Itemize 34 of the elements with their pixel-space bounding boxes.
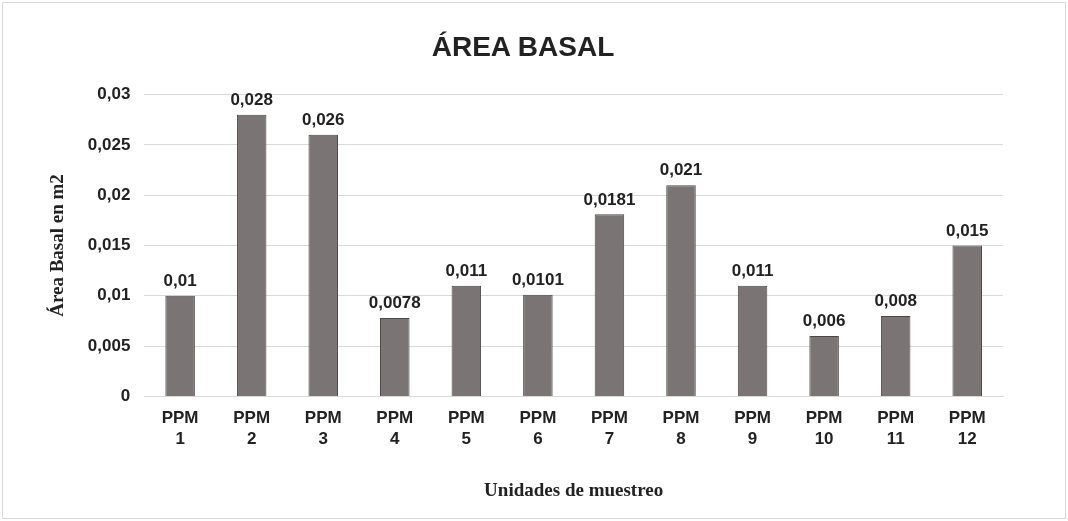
x-tick-label: PPM 5 [447, 408, 485, 448]
x-tick-label: PPM 7 [591, 408, 628, 448]
data-label: 0,0181 [583, 189, 636, 209]
y-tick-label: 0,005 [87, 335, 131, 355]
data-label: 0,011 [445, 260, 488, 280]
y-tick-label: 0,03 [97, 84, 131, 104]
data-label: 0,011 [731, 260, 774, 280]
y-tick-label: 0,015 [87, 235, 131, 255]
x-tick-label: PPM 10 [805, 408, 843, 448]
chart-title: ÁREA BASAL [431, 30, 615, 62]
y-tick-label: 0 [120, 386, 131, 406]
data-label: 0,008 [874, 291, 917, 311]
data-label: 0,0078 [368, 293, 421, 313]
x-tick-label: PPM 9 [734, 408, 771, 448]
data-label: 0,0101 [511, 269, 564, 289]
x-tick-label: PPM 1 [161, 408, 199, 448]
x-tick-label: PPM 4 [376, 408, 414, 448]
x-axis-title: Unidades de muestreo [484, 478, 664, 500]
x-tick-label: PPM 8 [662, 408, 700, 448]
x-tick-label: PPM 6 [519, 408, 557, 448]
y-tick-label: 0,01 [97, 285, 131, 305]
x-tick-label: PPM 2 [233, 408, 271, 448]
x-tick-label: PPM 11 [877, 408, 915, 448]
y-axis-title: Área Basal en m2 [46, 174, 68, 317]
data-label: 0,028 [230, 89, 273, 109]
data-label: 0,006 [802, 311, 846, 331]
y-tick-label: 0,02 [97, 184, 131, 204]
data-label: 0,015 [945, 220, 989, 240]
data-label: 0,01 [163, 270, 197, 290]
x-tick-label: PPM 12 [948, 408, 986, 448]
x-tick-label: PPM 3 [304, 408, 342, 448]
y-tick-label: 0,025 [87, 134, 131, 154]
data-label: 0,021 [659, 160, 703, 180]
data-label: 0,026 [301, 110, 345, 130]
